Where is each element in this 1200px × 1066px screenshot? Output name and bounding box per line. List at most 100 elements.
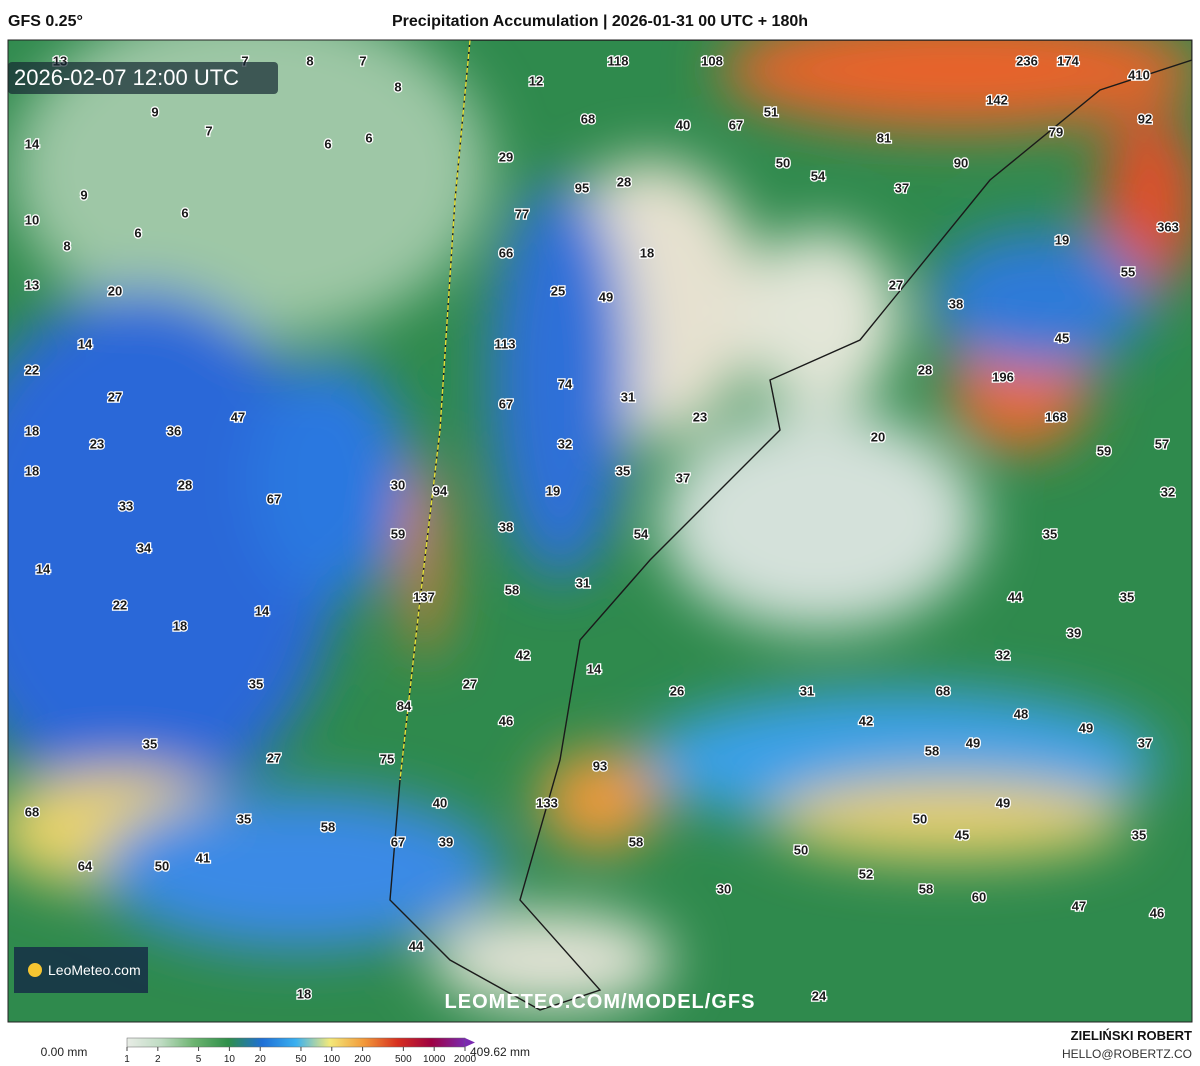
value-label: 35 [1132, 827, 1146, 842]
value-label: 34 [137, 540, 152, 555]
value-label: 12 [529, 73, 543, 88]
value-label: 68 [936, 683, 950, 698]
value-label: 81 [877, 130, 891, 145]
value-label: 22 [113, 597, 127, 612]
value-label: 50 [794, 842, 808, 857]
email: HELLO@ROBERTZ.CO [1062, 1047, 1192, 1061]
value-label: 18 [25, 463, 39, 478]
value-label: 18 [640, 245, 654, 260]
value-label: 48 [1014, 706, 1028, 721]
value-label: 14 [255, 603, 270, 618]
colorbar-tick-label: 50 [295, 1054, 307, 1065]
value-label: 6 [324, 136, 331, 151]
value-label: 46 [499, 713, 513, 728]
value-label: 68 [25, 804, 39, 819]
colorbar-tick-label: 2000 [454, 1054, 477, 1065]
value-label: 75 [380, 751, 394, 766]
value-label: 95 [575, 180, 589, 195]
colorbar-tick-label: 100 [323, 1054, 340, 1065]
value-label: 51 [764, 104, 778, 119]
value-label: 45 [1055, 330, 1069, 345]
value-label: 42 [859, 713, 873, 728]
value-label: 133 [536, 795, 558, 810]
value-label: 37 [1138, 735, 1152, 750]
value-label: 58 [505, 582, 519, 597]
value-label: 236 [1016, 53, 1038, 68]
value-label: 174 [1057, 53, 1079, 68]
colorbar-max: 409.62 mm [470, 1045, 530, 1059]
value-label: 31 [800, 683, 814, 698]
value-label: 41 [196, 850, 210, 865]
value-label: 113 [495, 336, 516, 351]
value-label: 8 [63, 238, 70, 253]
value-label: 40 [676, 117, 690, 132]
value-label: 7 [241, 53, 248, 68]
colorbar-tick-label: 200 [354, 1054, 371, 1065]
value-label: 14 [25, 136, 40, 151]
value-label: 28 [918, 362, 932, 377]
value-label: 50 [155, 858, 169, 873]
value-label: 31 [576, 575, 590, 590]
value-label: 67 [729, 117, 743, 132]
value-label: 35 [143, 736, 157, 751]
value-label: 58 [629, 834, 643, 849]
value-label: 22 [25, 362, 39, 377]
value-label: 40 [433, 795, 447, 810]
value-label: 27 [889, 277, 903, 292]
value-label: 44 [1008, 589, 1023, 604]
colorbar-tick-label: 500 [395, 1054, 412, 1065]
value-label: 18 [297, 986, 311, 1001]
value-label: 94 [433, 483, 448, 498]
value-label: 10 [25, 212, 39, 227]
colorbar-tick-label: 10 [224, 1054, 236, 1065]
url: LEOMETEO.COM/MODEL/GFS [445, 991, 756, 1013]
value-label: 8 [394, 79, 401, 94]
value-label: 27 [108, 389, 122, 404]
valid-time: 2026-02-07 12:00 UTC [14, 65, 239, 90]
value-label: 30 [391, 477, 405, 492]
colorbar-bar [126, 1037, 466, 1048]
value-label: 108 [701, 53, 723, 68]
value-label: 19 [1055, 232, 1069, 247]
value-label: 37 [676, 470, 690, 485]
value-label: 35 [1043, 526, 1057, 541]
value-label: 137 [413, 589, 435, 604]
value-label: 9 [151, 104, 158, 119]
value-label: 93 [593, 758, 607, 773]
value-label: 50 [913, 811, 927, 826]
value-label: 14 [78, 336, 93, 351]
value-label: 14 [36, 561, 51, 576]
value-label: 28 [178, 477, 192, 492]
value-label: 23 [90, 436, 104, 451]
value-label: 35 [616, 463, 630, 478]
value-label: 42 [516, 647, 530, 662]
value-label: 38 [499, 519, 513, 534]
value-label: 79 [1049, 124, 1063, 139]
title: Precipitation Accumulation | 2026-01-31 … [392, 13, 808, 30]
value-label: 67 [267, 491, 281, 506]
value-label: 55 [1121, 264, 1135, 279]
value-label: 52 [859, 866, 873, 881]
colorbar-arrow [465, 1038, 475, 1047]
colorbar-tick-label: 1000 [423, 1054, 446, 1065]
value-label: 49 [966, 735, 980, 750]
value-label: 38 [949, 296, 963, 311]
colorbar-min: 0.00 mm [41, 1045, 88, 1059]
value-label: 66 [499, 245, 513, 260]
value-label: 64 [78, 858, 93, 873]
value-label: 6 [181, 205, 188, 220]
value-label: 7 [205, 123, 212, 138]
value-label: 7 [359, 53, 366, 68]
value-label: 33 [119, 498, 133, 513]
value-label: 19 [546, 483, 560, 498]
value-label: 49 [599, 289, 613, 304]
value-label: 410 [1128, 67, 1150, 82]
logo-icon [28, 963, 42, 977]
value-label: 90 [954, 155, 968, 170]
value-label: 118 [608, 53, 629, 68]
value-label: 168 [1045, 409, 1067, 424]
